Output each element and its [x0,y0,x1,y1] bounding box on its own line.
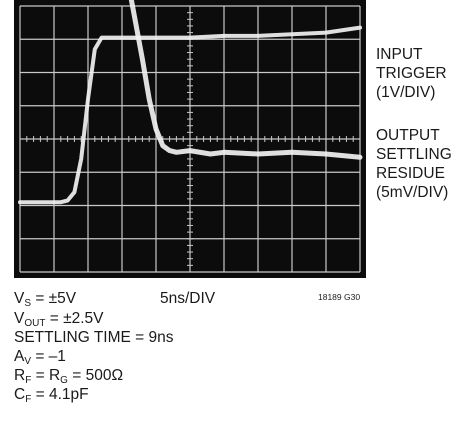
settling-time: SETTLING TIME = 9ns [14,329,174,346]
output-residue-label-line: (5mV/DIV) [376,184,449,201]
output-residue-label-line: SETTLING [376,146,452,163]
supply-voltage: VS = ±5V [14,290,77,309]
output-residue-label: OUTPUT SETTLING RESIDUE (5mV/DIV) [376,126,452,202]
input-trigger-label: INPUT TRIGGER (1V/DIV) [376,45,447,102]
output-residue-label-line: OUTPUT [376,127,440,144]
input-trigger-label-line: TRIGGER [376,65,447,82]
gain: AV = –1 [14,348,66,367]
oscilloscope-screen [14,0,366,278]
feedback-resistors: RF = RG = 500Ω [14,367,124,386]
output-voltage: VOUT = ±2.5V [14,310,104,329]
traces [18,0,363,205]
feedback-capacitor: CF = 4.1pF [14,386,89,405]
input-trigger-label-line: INPUT [376,46,423,63]
output-residue-label-line: RESIDUE [376,165,445,182]
timebase-label: 5ns/DIV [160,290,216,307]
figure-id: 18189 G30 [318,292,361,302]
input-trigger-label-line: (1V/DIV) [376,84,436,101]
graticule [19,5,361,273]
output-residue-trace [128,0,363,160]
input-trigger-trace [18,25,362,205]
